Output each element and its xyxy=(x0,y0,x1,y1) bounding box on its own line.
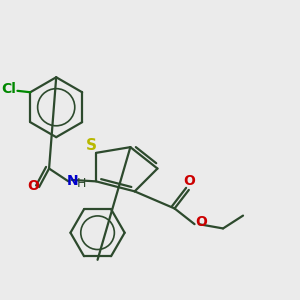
Text: O: O xyxy=(184,174,195,188)
Text: O: O xyxy=(196,215,208,229)
Text: Cl: Cl xyxy=(2,82,16,96)
Text: O: O xyxy=(27,179,39,193)
Text: S: S xyxy=(86,138,98,153)
Text: N: N xyxy=(67,174,79,188)
Text: H: H xyxy=(77,177,87,190)
